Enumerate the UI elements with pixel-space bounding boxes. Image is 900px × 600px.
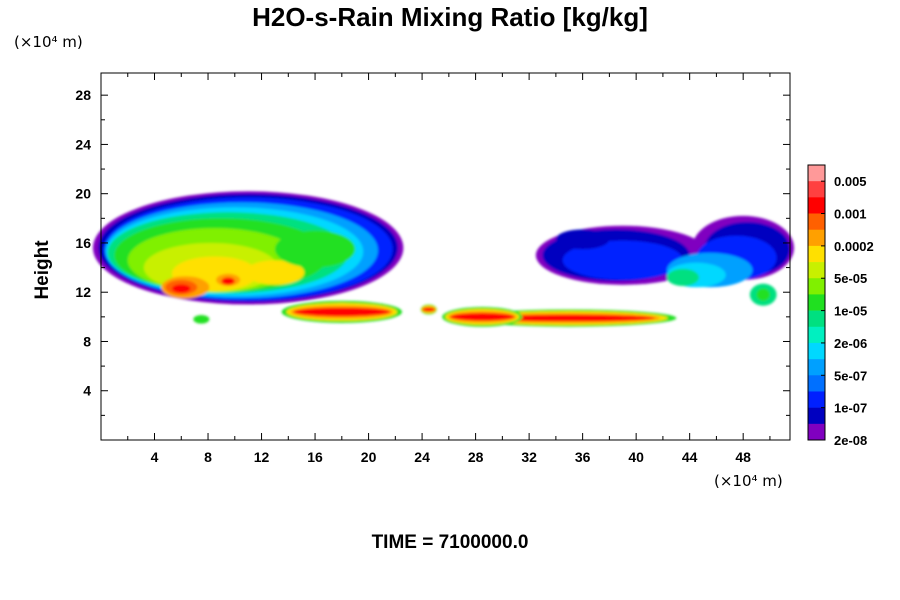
x-tick-label: 36 [575, 449, 591, 465]
field-contour [221, 277, 235, 285]
field-contour [555, 229, 610, 250]
colorbar-segment [808, 391, 825, 408]
field-contour [293, 307, 390, 317]
field-contour [756, 288, 770, 301]
field-contour [193, 314, 210, 324]
x-axis-unit: (×10⁴ m) [714, 472, 783, 490]
field-contour [245, 260, 305, 285]
colorbar-segment [808, 294, 825, 311]
x-tick-label: 20 [361, 449, 377, 465]
colorbar-label: 5e-05 [834, 271, 867, 286]
y-tick-label: 20 [75, 186, 91, 202]
field-layer [92, 191, 795, 327]
x-tick-label: 32 [521, 449, 537, 465]
field-contour [274, 230, 356, 268]
colorbar-label: 2e-08 [834, 433, 867, 448]
colorbar-segment [808, 181, 825, 198]
y-tick-label: 8 [83, 333, 91, 349]
colorbar-segment [808, 326, 825, 344]
colorbar-segment [808, 359, 825, 376]
x-tick-label: 40 [628, 449, 644, 465]
y-tick-label: 4 [83, 383, 91, 399]
colorbar-label: 1e-07 [834, 401, 867, 416]
y-axis-unit: (×10⁴ m) [14, 33, 83, 51]
y-tick-label: 28 [75, 87, 91, 103]
colorbar-segment [808, 165, 825, 182]
field-contour [450, 312, 515, 321]
y-tick-label: 16 [75, 235, 91, 251]
time-label: TIME = 7100000.0 [371, 532, 529, 553]
colorbar-label: 0.005 [834, 174, 867, 189]
plot-frame [100, 72, 791, 441]
field-contour [171, 284, 191, 293]
colorbar: 0.005 0.001 0.0002 5e-05 1e-05 2e-06 5e-07 1e-0… [807, 164, 874, 448]
x-tick-label: 4 [151, 449, 159, 465]
colorbar-segment [808, 310, 825, 328]
x-tick-label: 16 [307, 449, 323, 465]
colorbar-segment [808, 245, 825, 263]
colorbar-label: 5e-07 [834, 368, 867, 383]
colorbar-segment [808, 229, 825, 247]
x-tick-label: 44 [682, 449, 698, 465]
colorbar-label: 1e-05 [834, 304, 867, 319]
x-tick-label: 8 [204, 449, 212, 465]
field-contour [422, 307, 436, 312]
field-contour [483, 314, 655, 322]
x-tick-label: 48 [735, 449, 751, 465]
colorbar-segment [808, 423, 825, 441]
colorbar-segment [808, 407, 825, 425]
y-tick-label: 12 [75, 284, 91, 300]
x-tick-label: 28 [468, 449, 484, 465]
x-tick-label: 24 [414, 449, 430, 465]
colorbar-segment [808, 375, 825, 392]
colorbar-segment [808, 342, 825, 360]
y-tick-label: 24 [75, 136, 91, 152]
colorbar-label: 2e-06 [834, 336, 867, 351]
x-tick-label: 12 [254, 449, 270, 465]
field-contour [666, 268, 700, 287]
chart-title: H2O-s-Rain Mixing Ratio [kg/kg] [252, 2, 648, 32]
y-axis: 4 8 12 16 20 24 28 [75, 87, 790, 441]
colorbar-frame [807, 164, 826, 441]
colorbar-segment [808, 213, 825, 231]
colorbar-label: 0.0002 [834, 239, 874, 254]
colorbar-label: 0.001 [834, 207, 867, 222]
colorbar-segment [808, 197, 825, 214]
colorbar-segment [808, 278, 825, 295]
x-axis: 4 8 12 16 20 24 28 32 36 40 44 48 [100, 73, 771, 465]
plot-field [92, 191, 795, 327]
colorbar-segment [808, 262, 825, 279]
field-contour [562, 240, 683, 280]
